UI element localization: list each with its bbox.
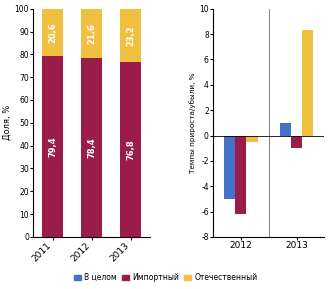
Bar xyxy=(224,136,235,199)
Y-axis label: Доля, %: Доля, % xyxy=(3,105,12,140)
Bar xyxy=(42,9,63,56)
Text: 21,6: 21,6 xyxy=(87,23,96,44)
Bar xyxy=(120,62,141,237)
Text: 23,2: 23,2 xyxy=(126,25,135,46)
Bar xyxy=(246,136,258,142)
Text: 76,8: 76,8 xyxy=(126,139,135,160)
Bar xyxy=(42,56,63,237)
Text: 79,4: 79,4 xyxy=(48,136,57,157)
Text: 78,4: 78,4 xyxy=(87,137,96,158)
Y-axis label: Темпы прироста/убыли, %: Темпы прироста/убыли, % xyxy=(190,73,196,173)
Bar xyxy=(291,136,302,148)
Bar xyxy=(302,30,313,136)
Bar xyxy=(235,136,246,214)
Bar xyxy=(81,9,102,58)
Bar xyxy=(120,9,141,62)
Bar xyxy=(81,58,102,237)
Text: 20,6: 20,6 xyxy=(48,22,57,42)
Bar xyxy=(280,123,291,136)
Legend: В целом, Импортный, Отечественный: В целом, Импортный, Отечественный xyxy=(71,270,260,285)
